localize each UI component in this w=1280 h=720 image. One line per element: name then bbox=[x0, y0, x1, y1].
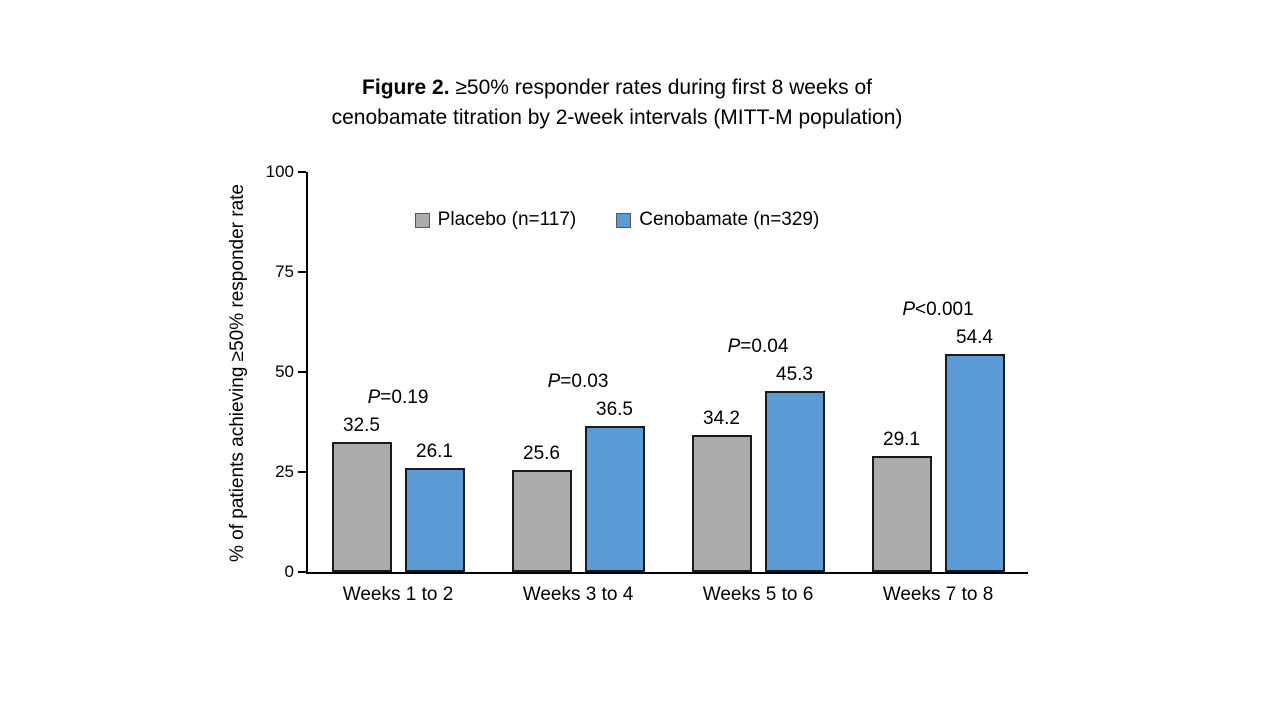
y-tick-mark bbox=[298, 571, 306, 573]
y-tick-mark bbox=[298, 371, 306, 373]
bar-cenobamate bbox=[764, 390, 825, 572]
plot-area: 0 25 50 75 100 32.5 26.1 P=0.19 Weeks 1 to 2 25.6… bbox=[266, 162, 1028, 605]
bar-placebo bbox=[511, 469, 572, 572]
legend-label: Cenobamate (n=329) bbox=[639, 209, 820, 230]
y-tick-label: 100 bbox=[265, 162, 294, 181]
figure-title-prefix: Figure 2. bbox=[362, 76, 450, 99]
bar-value-label: 54.4 bbox=[956, 327, 993, 349]
bar-placebo bbox=[691, 435, 752, 572]
category-label: Weeks 3 to 4 bbox=[522, 584, 634, 605]
bar-cenobamate bbox=[584, 426, 645, 572]
figure-title-line1: Figure 2. ≥50% responder rates during fi… bbox=[0, 73, 1234, 103]
chart-legend: Placebo (n=117) Cenobamate (n=329) bbox=[0, 209, 1234, 231]
bar-value-label: 45.3 bbox=[776, 363, 813, 385]
figure-title: Figure 2. ≥50% responder rates during fi… bbox=[0, 73, 1234, 133]
p-value-label: P<0.001 bbox=[902, 299, 974, 321]
category-label: Weeks 1 to 2 bbox=[342, 584, 454, 605]
legend-item: Placebo (n=117) bbox=[414, 209, 577, 231]
figure-title-line1-text: ≥50% responder rates during first 8 week… bbox=[449, 76, 872, 99]
figure-title-line2: cenobamate titration by 2-week intervals… bbox=[331, 106, 903, 129]
legend-swatch-placebo bbox=[414, 212, 430, 228]
bar-value-label: 34.2 bbox=[703, 408, 740, 430]
p-value-label: P=0.19 bbox=[367, 387, 429, 408]
y-axis-title: % of patients achieving ≥50% responder r… bbox=[227, 184, 248, 562]
y-tick-label: 75 bbox=[275, 262, 294, 281]
bar-value-label: 36.5 bbox=[596, 399, 633, 420]
p-value-italic-p: P bbox=[902, 299, 916, 321]
legend-swatch-cenobamate bbox=[616, 212, 632, 228]
y-tick-label: 50 bbox=[275, 362, 294, 381]
p-value-italic-p: P bbox=[547, 371, 561, 392]
legend-item: Cenobamate (n=329) bbox=[616, 209, 819, 231]
bar-value-label: 32.5 bbox=[343, 415, 380, 436]
y-tick-mark bbox=[298, 271, 306, 273]
bar-placebo bbox=[871, 455, 932, 572]
y-tick-mark bbox=[298, 471, 306, 473]
category-label: Weeks 7 to 8 bbox=[882, 584, 994, 605]
bar-placebo bbox=[331, 442, 392, 572]
p-value-label: P=0.03 bbox=[547, 371, 609, 392]
category-label: Weeks 5 to 6 bbox=[702, 584, 814, 605]
bar-value-label: 29.1 bbox=[883, 428, 920, 450]
bar-cenobamate bbox=[404, 467, 465, 572]
bar-value-label: 26.1 bbox=[416, 440, 453, 462]
y-tick-mark bbox=[298, 171, 306, 173]
p-value-label: P=0.04 bbox=[727, 335, 789, 357]
bar-cenobamate bbox=[944, 354, 1005, 572]
bar-value-label: 25.6 bbox=[523, 442, 560, 464]
legend-label: Placebo (n=117) bbox=[437, 209, 577, 230]
p-value-italic-p: P bbox=[367, 387, 381, 408]
y-tick-label: 0 bbox=[284, 562, 294, 581]
p-value-italic-p: P bbox=[727, 335, 741, 357]
y-tick-label: 25 bbox=[275, 462, 294, 481]
